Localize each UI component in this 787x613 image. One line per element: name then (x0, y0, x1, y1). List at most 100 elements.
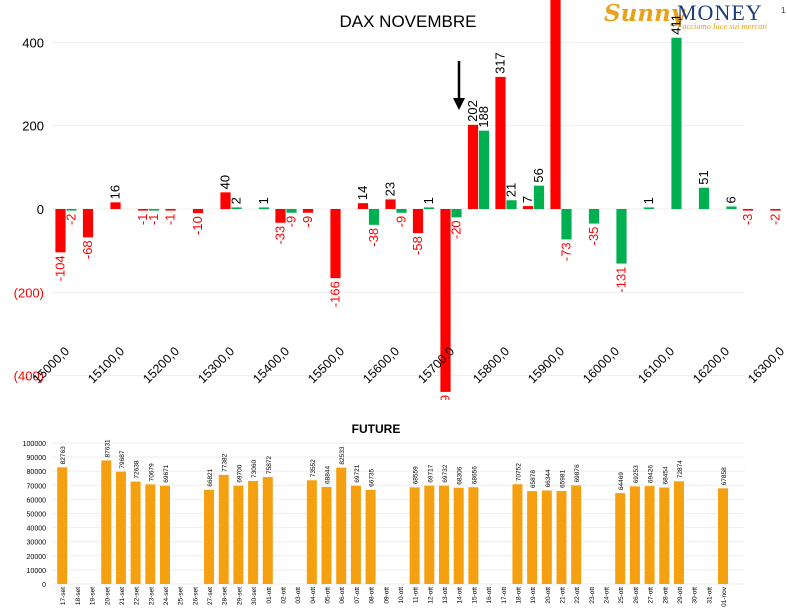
dax-bar-red (770, 209, 781, 211)
future-data-label: 69717 (427, 464, 434, 482)
future-data-label: 68559 (413, 466, 420, 484)
future-x-tick-label: 29-ott (677, 587, 684, 604)
future-bar (424, 485, 435, 584)
future-data-label: 68306 (457, 466, 464, 484)
future-x-tick-label: 17-set (60, 587, 67, 605)
future-y-tick-label: 90000 (27, 455, 47, 462)
dax-x-tick-label: 15800,0 (470, 344, 512, 386)
dax-x-tick-label: 16200,0 (690, 344, 732, 386)
dax-bar-red (495, 76, 506, 210)
logo-brand-left: Sunny (604, 0, 685, 27)
dax-bar-green (368, 209, 380, 225)
future-x-tick-label: 26-set (192, 587, 199, 605)
dax-bar-green (533, 185, 545, 209)
dax-data-label: 21 (504, 183, 519, 197)
future-x-tick-label: 09-ott (383, 587, 390, 604)
dax-bar-red (137, 209, 149, 211)
dax-data-label: 16 (108, 185, 123, 199)
dax-bar-green (616, 209, 627, 264)
page-number: 1 (781, 6, 786, 15)
future-bar (233, 485, 244, 584)
dax-bar-green (396, 209, 407, 213)
future-x-tick-label: 15-ott (471, 587, 478, 604)
dax-x-tick-label: 15300,0 (195, 344, 237, 386)
dax-bar-red (55, 209, 66, 253)
future-data-label: 66735 (369, 468, 376, 486)
future-x-tick-label: 28-ott (662, 587, 669, 604)
future-x-tick-label: 05-ott (325, 587, 332, 604)
future-x-tick-label: 17-ott (501, 587, 508, 604)
future-data-label: 69700 (236, 464, 243, 482)
dax-data-label: 40 (218, 175, 233, 189)
future-x-tick-label: 18-ott (515, 587, 522, 604)
dax-x-tick-label: 15100,0 (85, 344, 127, 386)
dax-bar-green (561, 209, 572, 240)
future-bar (659, 487, 670, 584)
future-y-axis: 1000009000080000700006000050000400003000… (23, 441, 46, 589)
future-data-label: 87631 (104, 439, 111, 457)
future-y-tick-label: 70000 (27, 483, 47, 490)
dax-data-label: -104 (53, 255, 68, 281)
dax-bar-green (258, 207, 270, 209)
dax-data-label: -10 (190, 216, 205, 235)
dax-data-label: -20 (449, 220, 464, 239)
future-data-label: 67858 (721, 467, 728, 485)
dax-bar-green (671, 37, 682, 209)
future-bar (512, 484, 523, 584)
future-bar (248, 480, 259, 584)
future-x-tick-label: 10-ott (398, 587, 405, 604)
future-x-axis: 17-set 18-set 19-set 20-set 21-set 22-set 23-s… (60, 586, 728, 607)
sunny-money-logo: Sunny MONEY Facciamo luce sui mercati 1 (600, 0, 787, 34)
dax-bar-red (412, 209, 424, 234)
future-x-tick-label: 12-ott (427, 587, 434, 604)
future-x-tick-label: 01-nov (721, 586, 728, 607)
future-x-tick-label: 25-ott (618, 587, 625, 604)
dax-bar-green (588, 209, 600, 224)
dax-bar-red (522, 206, 534, 209)
future-data-label: 70679 (148, 463, 155, 481)
dax-x-tick-label: 16300,0 (745, 344, 787, 386)
future-x-tick-label: 20-set (104, 587, 111, 605)
dax-y-axis: 8006004002000(200)(400)(600) (14, 35, 44, 383)
future-bar (718, 488, 729, 584)
dax-data-label: -1 (146, 214, 161, 226)
dax-data-label: -58 (410, 236, 425, 255)
dax-bar-red (385, 199, 396, 209)
future-data-label: 75872 (266, 456, 273, 474)
dax-data-label: -1 (135, 214, 150, 226)
future-x-tick-label: 18-set (75, 587, 82, 605)
future-chart-title: FUTURE (352, 422, 401, 436)
future-data-label: 82763 (60, 446, 67, 464)
dax-y-tick-label: (200) (14, 285, 44, 300)
future-x-tick-label: 22-set (134, 587, 141, 605)
future-bar (145, 484, 156, 584)
future-x-tick-label: 16-ott (486, 587, 493, 604)
future-x-tick-label: 26-ott (633, 587, 640, 604)
dax-chart-title: DAX NOVEMBRE (340, 12, 477, 31)
future-bar (204, 489, 215, 584)
future-x-tick-label: 21-set (119, 587, 126, 605)
future-bar (541, 490, 552, 584)
dax-bars (55, 0, 781, 392)
dax-bar-green (66, 209, 77, 211)
future-y-tick-label: 30000 (27, 540, 47, 547)
dax-y-tick-label: 0 (37, 202, 44, 217)
future-x-tick-label: 29-set (236, 587, 243, 605)
future-y-tick-label: 20000 (27, 554, 47, 561)
dax-data-label: 1 (256, 197, 271, 204)
dax-bar-red (550, 0, 561, 210)
logo-tagline: Facciamo luce sui mercati (677, 21, 768, 31)
future-bar (644, 486, 655, 584)
dax-data-label: 2 (229, 197, 244, 204)
dax-x-tick-label: 16100,0 (635, 344, 677, 386)
future-bar (629, 486, 640, 584)
dax-data-label: -35 (586, 227, 601, 246)
future-data-label: 69671 (163, 464, 170, 482)
dax-bar-green (423, 207, 435, 209)
future-data-label: 70752 (515, 463, 522, 481)
future-data-label: 69426 (648, 465, 655, 483)
future-x-tick-label: 23-ott (589, 587, 596, 604)
future-data-label: 68656 (471, 466, 478, 484)
dax-data-label: -166 (328, 281, 343, 307)
